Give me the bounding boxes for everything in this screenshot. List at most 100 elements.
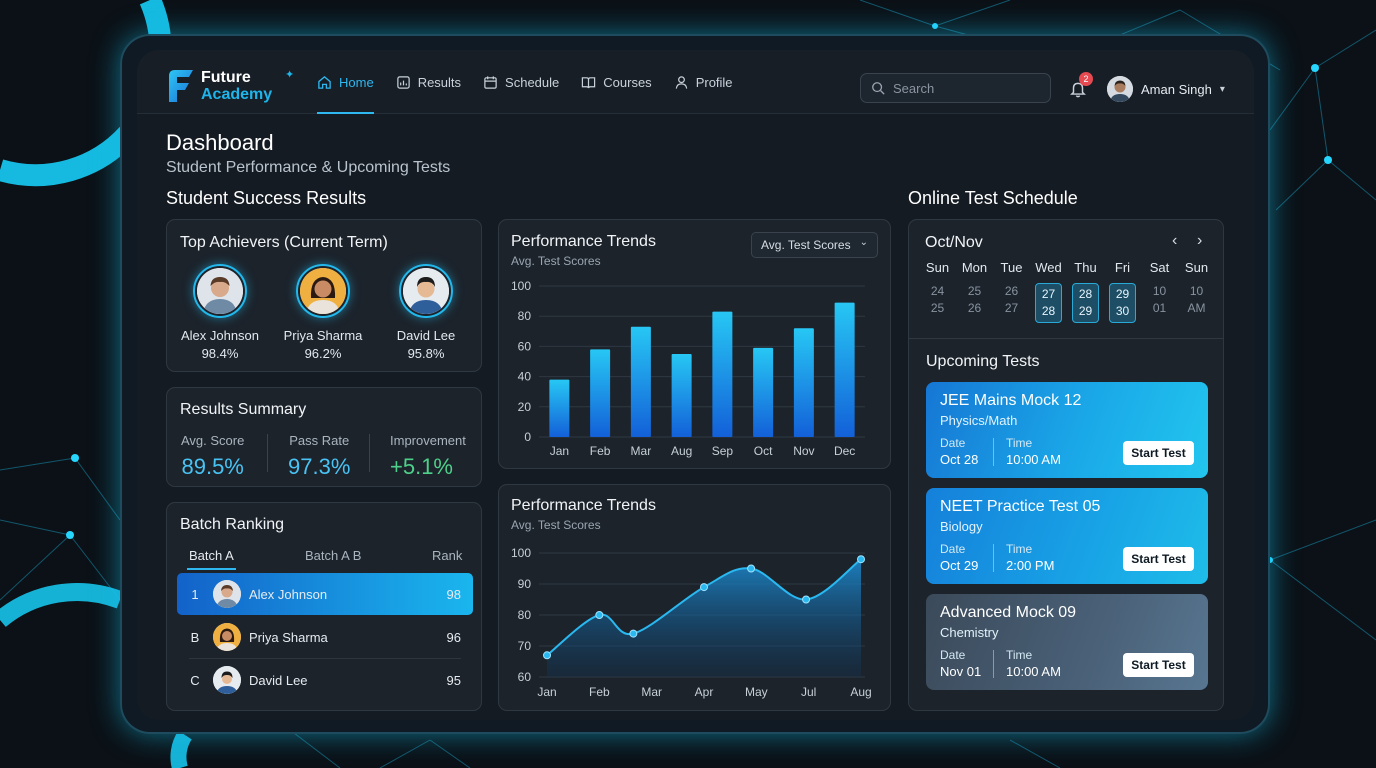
calendar-day[interactable]: 25 26 <box>956 283 993 323</box>
bar[interactable] <box>549 379 570 437</box>
divider <box>909 338 1223 339</box>
achiever-item[interactable]: David Lee 95.8% <box>376 264 476 361</box>
bar[interactable] <box>712 311 733 437</box>
data-point[interactable] <box>629 629 638 638</box>
start-test-button[interactable]: Start Test <box>1123 441 1194 465</box>
calendar-day-dates: 28 29 <box>1072 283 1099 323</box>
achiever-item[interactable]: Alex Johnson 98.4% <box>170 264 270 361</box>
bar[interactable] <box>834 302 855 437</box>
calendar-date: 24 <box>930 284 945 298</box>
metric-label: Pass Rate <box>289 433 350 448</box>
data-point[interactable] <box>802 595 811 604</box>
nav-courses-label: Courses <box>603 74 652 90</box>
calendar-day[interactable]: 27 28 <box>1030 283 1067 323</box>
bar[interactable] <box>753 347 774 437</box>
metric-dropdown[interactable]: Avg. Test Scores ⌄ <box>751 232 878 258</box>
ranking-row[interactable]: 1 Alex Johnson 98 <box>177 573 473 615</box>
nav-home[interactable]: Home <box>317 50 374 114</box>
weekday: Tue <box>1000 260 1023 275</box>
tab-batch-a[interactable]: Batch A <box>187 548 236 570</box>
app-window: Future Academy ✦ Home Results Schedule C… <box>137 50 1254 720</box>
calendar-day-dates: 25 26 <box>956 283 993 317</box>
metric-label: Avg. Score <box>181 433 245 448</box>
data-point[interactable] <box>700 583 708 592</box>
bell-icon[interactable] <box>1069 80 1087 98</box>
data-point[interactable] <box>747 564 756 573</box>
test-name: Advanced Mock 09 <box>940 604 1077 621</box>
user-menu[interactable]: Aman Singh ▾ <box>1107 76 1225 102</box>
calendar-date: 26 <box>1004 284 1019 298</box>
results-section-title: Student Success Results <box>166 188 367 208</box>
bar[interactable] <box>793 328 814 437</box>
calendar-date: 01 <box>1152 301 1167 315</box>
calendar-day-dates: 10 AM <box>1178 283 1215 317</box>
achiever-name: Alex Johnson <box>180 328 260 343</box>
rank-score: 96 <box>446 629 461 645</box>
rank-name: Priya Sharma <box>249 629 328 645</box>
bar[interactable] <box>630 326 651 437</box>
logo[interactable]: Future Academy ✦ <box>167 68 294 104</box>
test-card[interactable]: JEE Mains Mock 12 Physics/Math Date Oct … <box>926 382 1208 478</box>
calendar-day[interactable]: 29 30 <box>1104 283 1141 323</box>
calendar-date: 26 <box>967 301 982 315</box>
x-tick-label: Dec <box>834 444 855 458</box>
divider <box>993 438 994 466</box>
rank-score: 98 <box>446 586 461 602</box>
search-box[interactable] <box>860 73 1051 103</box>
date-label: Date <box>940 436 966 450</box>
calendar-weekdays: Sun Mon Tue Wed Thu Fri Sat Sun <box>919 260 1215 275</box>
y-tick-label: 60 <box>518 339 532 353</box>
y-tick-label: 80 <box>518 309 532 323</box>
area-chart-title: Performance Trends <box>511 497 656 514</box>
test-time: 10:00 AM <box>1006 664 1061 679</box>
nav-schedule-label: Schedule <box>505 74 560 90</box>
page-title: Dashboard <box>166 130 274 155</box>
weekday: Fri <box>1114 260 1131 275</box>
bar[interactable] <box>671 353 692 437</box>
avatar <box>213 580 241 608</box>
rank-index: B <box>190 629 200 645</box>
ranking-row[interactable]: B Priya Sharma 96 <box>177 616 473 658</box>
tab-batch-a-b[interactable]: Batch A B <box>305 548 362 563</box>
test-card[interactable]: Advanced Mock 09 Chemistry Date Nov 01 T… <box>926 594 1208 690</box>
calendar-month: Oct/Nov <box>925 234 983 251</box>
achiever-item[interactable]: Priya Sharma 96.2% <box>273 264 373 361</box>
nav-courses[interactable]: Courses <box>581 50 652 114</box>
data-point[interactable] <box>595 611 604 619</box>
achiever-avatar-ring <box>193 264 247 318</box>
data-point[interactable] <box>543 651 551 660</box>
calendar-date: 29 <box>1078 304 1093 318</box>
achiever-avatar-ring <box>399 264 453 318</box>
data-point[interactable] <box>857 555 865 564</box>
area-fill <box>547 559 861 677</box>
calendar-day[interactable]: 26 27 <box>993 283 1030 323</box>
start-test-button[interactable]: Start Test <box>1123 547 1194 571</box>
calendar-day[interactable]: 24 25 <box>919 283 956 323</box>
avatar <box>213 666 241 694</box>
rank-index: 1 <box>191 586 199 602</box>
logo-mark-icon <box>169 70 193 102</box>
nav-profile[interactable]: Profile <box>674 50 733 114</box>
calendar-day[interactable]: 10 01 <box>1141 283 1178 323</box>
nav-schedule[interactable]: Schedule <box>483 50 559 114</box>
search-input[interactable] <box>893 80 1043 96</box>
calendar-day-dates: 10 01 <box>1141 283 1178 317</box>
test-date: Nov 01 <box>940 664 982 679</box>
start-test-button[interactable]: Start Test <box>1123 653 1194 677</box>
chevron-left-icon[interactable]: ‹ <box>1172 232 1178 249</box>
calendar-day[interactable]: 10 AM <box>1178 283 1215 323</box>
avatar <box>403 268 449 314</box>
calendar-day[interactable]: 28 29 <box>1067 283 1104 323</box>
x-tick-label: Jan <box>537 685 556 699</box>
weekday: Sun <box>1184 260 1209 275</box>
metric-improvement: Improvement +5.1% <box>390 433 466 480</box>
test-card[interactable]: NEET Practice Test 05 Biology Date Oct 2… <box>926 488 1208 584</box>
test-name: JEE Mains Mock 12 <box>940 392 1082 409</box>
ranking-row[interactable]: C David Lee 95 <box>177 659 473 701</box>
bar[interactable] <box>590 349 611 437</box>
nav-results[interactable]: Results <box>396 50 461 114</box>
schedule-section-title: Online Test Schedule <box>908 188 1078 208</box>
tab-rank[interactable]: Rank <box>432 548 463 563</box>
chevron-right-icon[interactable]: › <box>1197 232 1203 249</box>
calendar-date: 27 <box>1041 287 1056 301</box>
